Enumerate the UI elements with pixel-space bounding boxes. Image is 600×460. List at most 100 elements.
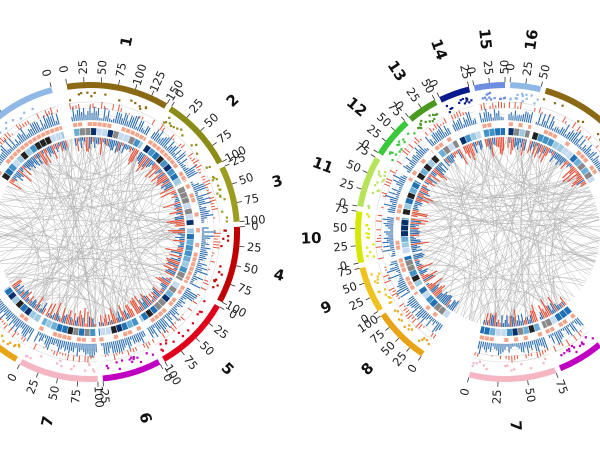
inner-bar — [416, 195, 424, 200]
middle-bar — [391, 260, 397, 264]
link-line — [40, 150, 185, 227]
scatter-point — [215, 278, 218, 281]
outer-bar — [541, 350, 544, 355]
outer-bar — [384, 279, 391, 284]
scatter-point — [421, 338, 424, 341]
middle-bar — [391, 188, 401, 193]
inner-bar — [558, 303, 563, 309]
inner-bar — [411, 214, 418, 218]
pink-tile — [66, 335, 72, 341]
inner-bar — [85, 137, 88, 152]
middle-bar — [393, 179, 404, 186]
middle-bar — [180, 163, 184, 167]
middle-bar — [142, 330, 146, 337]
outer-bar — [405, 312, 411, 317]
inner-bar — [42, 148, 52, 164]
middle-bar — [192, 275, 204, 281]
pink-tile — [19, 313, 26, 319]
middle-bar — [68, 342, 72, 354]
middle-bar — [192, 183, 204, 189]
tick-label: 50 — [45, 384, 62, 401]
middle-bar — [557, 330, 563, 340]
inner-bar — [164, 270, 175, 277]
scatter-point — [5, 121, 8, 124]
tick-label: 50 — [522, 387, 538, 404]
tick-mark — [356, 187, 362, 190]
pink-tile — [558, 321, 564, 328]
heat-tile — [433, 302, 443, 312]
link-line — [416, 264, 555, 314]
chromosome-label: 1 — [117, 35, 137, 49]
inner-bar — [160, 290, 164, 294]
heat-tile — [513, 128, 520, 136]
scatter-point — [577, 120, 580, 123]
outer-bar — [571, 122, 577, 129]
middle-bar — [71, 116, 74, 122]
pink-tile — [545, 328, 551, 334]
inner-bar — [488, 313, 492, 326]
tick-label: 75 — [333, 201, 349, 217]
middle-bar — [425, 317, 434, 327]
inner-bar — [174, 199, 180, 203]
pink-tile — [23, 141, 30, 148]
middle-bar — [387, 221, 394, 223]
middle-bar — [196, 196, 203, 200]
middle-bar — [78, 343, 81, 352]
pink-tile — [434, 145, 441, 151]
outer-bar — [565, 339, 571, 347]
heat-tile — [422, 290, 431, 299]
middle-bar — [6, 313, 15, 322]
inner-bar — [414, 202, 422, 206]
inner-bar — [40, 302, 48, 314]
scatter-point — [367, 236, 370, 239]
middle-bar — [172, 149, 182, 158]
link-line — [551, 246, 599, 314]
middle-bar — [383, 203, 397, 208]
scatter-point — [384, 171, 387, 174]
inner-bar — [109, 139, 114, 151]
scatter-point — [176, 127, 179, 130]
link-line — [436, 259, 596, 299]
outer-bar — [377, 257, 384, 260]
middle-bar — [183, 167, 189, 172]
inner-bar — [139, 306, 144, 312]
middle-bar — [410, 300, 418, 307]
inner-bar — [94, 137, 96, 149]
scatter-point — [6, 342, 9, 346]
link-line — [0, 235, 185, 241]
inner-bar — [62, 140, 67, 151]
pink-tile — [195, 228, 201, 233]
outer-bar — [553, 345, 557, 352]
heat-tile — [405, 259, 414, 267]
inner-bar — [169, 253, 182, 259]
inner-bar — [410, 222, 426, 225]
inner-bar — [458, 148, 469, 165]
outer-bar — [66, 354, 69, 361]
inner-bar — [23, 162, 32, 171]
tick-label: 0 — [464, 65, 479, 75]
middle-bar — [592, 159, 599, 164]
link-line — [409, 197, 594, 234]
heat-tile — [519, 129, 526, 137]
pink-tile — [19, 144, 26, 151]
link-line — [426, 136, 507, 189]
scatter-point — [487, 92, 490, 95]
link-line — [487, 138, 575, 298]
middle-bar — [389, 262, 398, 266]
inner-bar — [160, 181, 172, 189]
outer-bar — [432, 128, 435, 131]
inner-bar — [121, 317, 124, 322]
scatter-point — [391, 159, 394, 162]
scatter-point — [570, 344, 573, 348]
middle-bar — [589, 151, 598, 159]
middle-bar — [0, 298, 1, 301]
middle-bar — [179, 158, 188, 166]
middle-bar — [568, 323, 576, 332]
heat-tile — [98, 328, 101, 336]
scatter-point — [19, 117, 22, 120]
inner-bar — [520, 313, 525, 326]
middle-bar — [78, 107, 81, 121]
scatter-point — [382, 178, 385, 181]
heat-tile — [517, 327, 524, 336]
link-line — [424, 173, 581, 198]
